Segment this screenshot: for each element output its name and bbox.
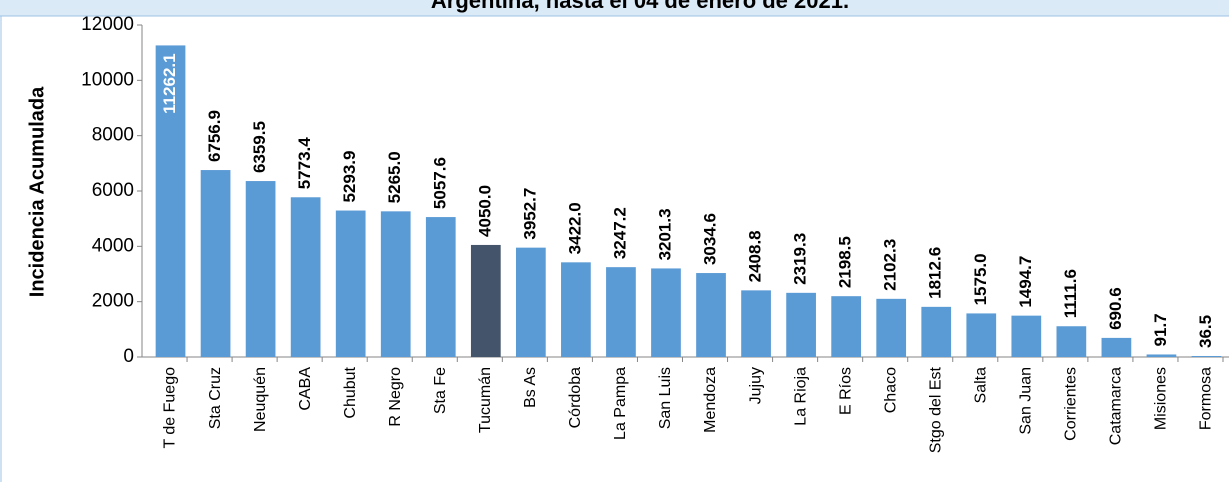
- y-tick-label: 0: [123, 346, 134, 367]
- value-label: 11262.1: [160, 53, 179, 114]
- y-tick-label: 6000: [92, 180, 134, 201]
- value-label: 5265.0: [385, 151, 404, 203]
- bar: [290, 197, 321, 357]
- bar: [876, 298, 907, 357]
- x-tick-label: CABA: [297, 367, 314, 411]
- bar: [606, 267, 636, 357]
- bar: [200, 170, 231, 357]
- value-label: 3422.0: [565, 202, 584, 254]
- x-tick-label: La Rioja: [792, 367, 809, 426]
- x-tick-label: Misiones: [1153, 367, 1170, 430]
- bar: [470, 244, 501, 357]
- y-tick-label: 8000: [92, 125, 134, 146]
- title-band: [0, 0, 1229, 16]
- value-label: 2408.8: [746, 230, 765, 282]
- x-tick-label: Chaco: [882, 367, 899, 413]
- x-tick-label: Corrientes: [1063, 367, 1080, 441]
- bar: [966, 313, 997, 357]
- x-tick-label: Chubut: [342, 366, 359, 418]
- value-label: 5773.4: [295, 137, 314, 190]
- x-tick-label: E Ríos: [837, 367, 854, 415]
- y-tick-label: 12000: [81, 14, 134, 35]
- value-label: 3952.7: [520, 188, 539, 240]
- value-label: 690.6: [1106, 287, 1125, 330]
- y-tick-label: 2000: [92, 291, 134, 312]
- x-tick-label: Córdoba: [567, 367, 584, 428]
- y-tick-label: 10000: [81, 69, 134, 90]
- value-label: 1111.6: [1061, 269, 1080, 318]
- value-label: 91.7: [1151, 313, 1170, 346]
- value-label: 3201.3: [655, 208, 674, 260]
- x-tick-label: Tucumán: [477, 367, 494, 433]
- value-label: 36.5: [1196, 315, 1215, 348]
- x-tick-label: Formosa: [1198, 367, 1215, 430]
- bar: [1101, 337, 1132, 357]
- value-label: 2319.3: [791, 233, 810, 285]
- value-label: 6756.9: [205, 110, 224, 162]
- bar: [786, 292, 816, 357]
- value-label: 1494.7: [1016, 256, 1035, 308]
- bar: [1191, 355, 1222, 357]
- x-tick-label: Mendoza: [702, 367, 719, 433]
- x-tick-label: T de Fuego: [162, 367, 179, 449]
- bar: [380, 211, 411, 357]
- bar: [1146, 354, 1177, 357]
- bar: [1056, 326, 1087, 357]
- bar: [245, 181, 276, 357]
- value-label: 1575.0: [971, 253, 990, 305]
- bar: [1011, 315, 1042, 357]
- bar: [741, 290, 771, 357]
- x-tick-label: R Negro: [387, 367, 404, 427]
- bar: [425, 217, 456, 357]
- x-tick-label: Salta: [972, 367, 989, 404]
- bar: [561, 262, 591, 357]
- x-tick-label: Neuquén: [252, 367, 269, 432]
- value-label: 5057.6: [430, 157, 449, 209]
- x-tick-label: La Pampa: [612, 367, 629, 440]
- value-label: 1812.6: [926, 247, 945, 299]
- value-label: 3247.2: [610, 207, 629, 259]
- bar: [515, 247, 546, 357]
- x-tick-label: Sta Fe: [432, 367, 449, 414]
- x-tick-label: Sta Cruz: [207, 367, 224, 429]
- bar: [696, 273, 726, 357]
- x-tick-label: Catamarca: [1108, 367, 1125, 445]
- value-label: 4050.0: [475, 185, 494, 237]
- value-label: 3034.6: [701, 213, 720, 265]
- bar: [921, 306, 952, 357]
- chart-title: Argentina, hasta el 04 de enero de 2021.: [431, 0, 849, 13]
- y-axis-label: Incidencia Acumulada: [26, 86, 48, 297]
- value-label: 6359.5: [250, 121, 269, 173]
- x-tick-label: Jujuy: [747, 367, 764, 404]
- y-tick-label: 4000: [92, 235, 134, 256]
- x-tick-label: San Juan: [1018, 367, 1035, 435]
- bar: [155, 45, 186, 358]
- value-label: 2198.5: [836, 236, 855, 288]
- x-tick-label: Stgo del Est: [927, 366, 944, 453]
- x-tick-label: San Luis: [657, 367, 674, 429]
- value-label: 2102.3: [881, 239, 900, 291]
- bar: [335, 210, 366, 357]
- x-tick-label: Bs As: [522, 367, 539, 408]
- value-label: 5293.9: [340, 151, 359, 203]
- bar: [831, 296, 862, 357]
- bar: [651, 268, 681, 357]
